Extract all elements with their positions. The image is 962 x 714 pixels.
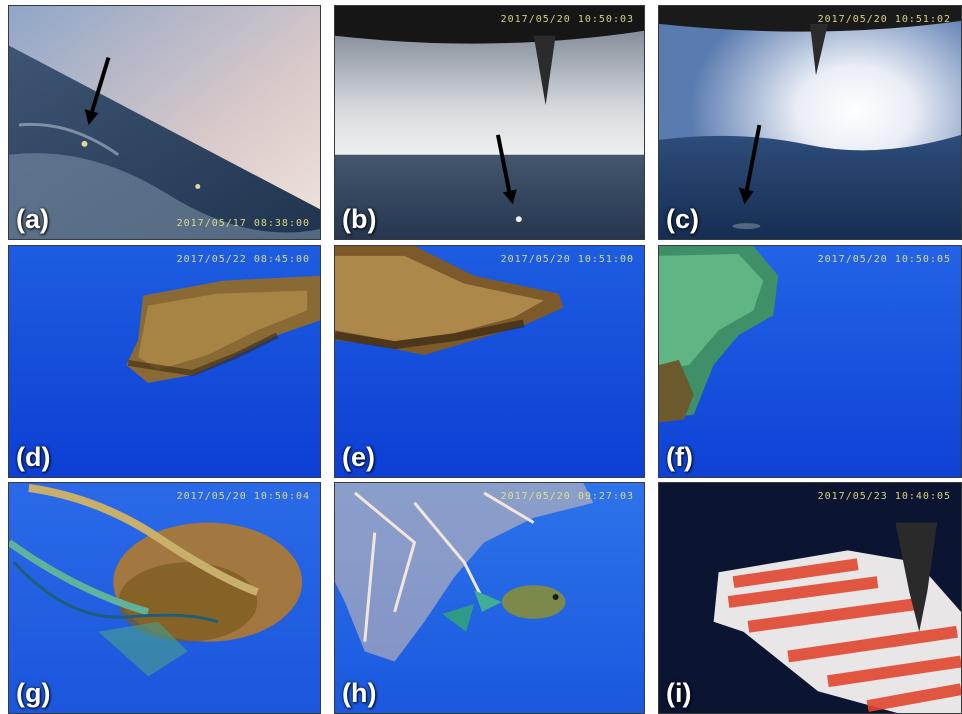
sun-glare-photo xyxy=(659,6,961,239)
panel-label: (a) xyxy=(16,204,49,234)
timestamp: 2017/05/22 08:45:00 xyxy=(176,254,310,265)
timestamp: 2017/05/20 10:50:04 xyxy=(176,491,310,502)
panel-label: (e) xyxy=(342,442,375,472)
panel-label: (g) xyxy=(16,678,51,708)
photo-panel-a: 2017/05/17 08:38:00 (a) xyxy=(8,5,321,240)
panel-label: (f) xyxy=(666,442,693,472)
photo-panel-c: 2017/05/20 10:51:02 (c) xyxy=(658,5,962,240)
photo-panel-i: 2017/05/23 10:40:05 (i) xyxy=(658,482,962,714)
underwater-fish-photo xyxy=(335,483,644,713)
photo-panel-d: 2017/05/22 08:45:00 (d) xyxy=(8,245,321,478)
arrow-icon xyxy=(84,56,111,125)
underwater-rope-net-photo xyxy=(9,483,320,713)
arrow-icon xyxy=(495,134,517,205)
timestamp: 2017/05/20 09:27:03 xyxy=(500,491,634,502)
panel-label: (i) xyxy=(666,678,692,708)
photo-panel-b: 2017/05/20 10:50:03 (b) xyxy=(334,5,645,240)
ocean-surface-photo xyxy=(9,6,320,239)
plastic-bag-photo xyxy=(659,483,961,713)
arrow-icon xyxy=(738,124,762,205)
panel-label: (b) xyxy=(342,204,377,234)
timestamp: 2017/05/17 08:38:00 xyxy=(176,218,310,229)
photo-panel-e: 2017/05/20 10:51:00 (e) xyxy=(334,245,645,478)
photo-panel-h: 2017/05/20 09:27:03 (h) xyxy=(334,482,645,714)
timestamp: 2017/05/20 10:51:02 xyxy=(817,14,951,25)
timestamp: 2017/05/20 10:50:03 xyxy=(500,14,634,25)
timestamp: 2017/05/20 10:51:00 xyxy=(500,254,634,265)
panel-label: (d) xyxy=(16,442,51,472)
photo-panel-f: 2017/05/20 10:50:05 (f) xyxy=(658,245,962,478)
photo-panel-g: 2017/05/20 10:50:04 (g) xyxy=(8,482,321,714)
underwater-debris-photo xyxy=(9,246,320,477)
horizon-photo xyxy=(335,6,644,239)
timestamp: 2017/05/20 10:50:05 xyxy=(817,254,951,265)
underwater-debris-photo xyxy=(335,246,644,477)
panel-label: (c) xyxy=(666,204,699,234)
timestamp: 2017/05/23 10:40:05 xyxy=(817,491,951,502)
underwater-net-photo xyxy=(659,246,961,477)
panel-label: (h) xyxy=(342,678,377,708)
